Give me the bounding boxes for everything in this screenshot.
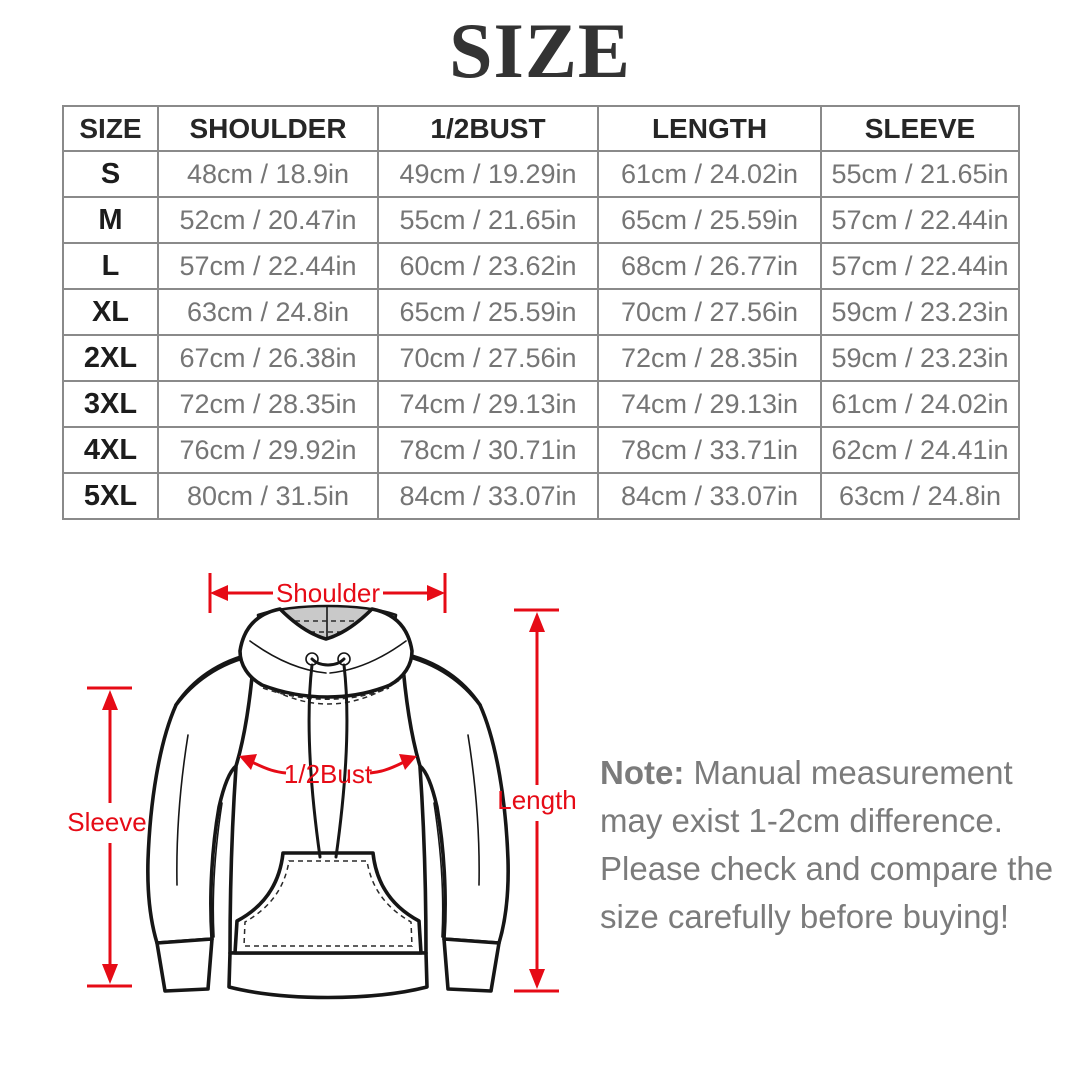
note-label: Note:	[600, 754, 685, 791]
table-row: M 52cm / 20.47in 55cm / 21.65in 65cm / 2…	[62, 196, 1020, 244]
measurement-cell: 55cm / 21.65in	[820, 150, 1020, 198]
size-label: M	[62, 196, 159, 244]
measurement-cell: 65cm / 25.59in	[377, 288, 599, 336]
bust-label: 1/2Bust	[284, 759, 373, 789]
table-header-row: SIZE SHOULDER 1/2BUST LENGTH SLEEVE	[62, 105, 1020, 152]
measurement-cell: 60cm / 23.62in	[377, 242, 599, 290]
table-row: 5XL 80cm / 31.5in 84cm / 33.07in 84cm / …	[62, 472, 1020, 520]
measurement-cell: 59cm / 23.23in	[820, 334, 1020, 382]
size-label: 2XL	[62, 334, 159, 382]
measurement-cell: 78cm / 33.71in	[597, 426, 822, 474]
header-sleeve: SLEEVE	[820, 105, 1020, 152]
page-title: SIZE	[449, 7, 631, 94]
size-label: 3XL	[62, 380, 159, 428]
shoulder-label: Shoulder	[276, 578, 380, 608]
measurement-cell: 68cm / 26.77in	[597, 242, 822, 290]
measurement-cell: 76cm / 29.92in	[157, 426, 379, 474]
measurement-cell: 70cm / 27.56in	[377, 334, 599, 382]
measurement-cell: 52cm / 20.47in	[157, 196, 379, 244]
measurement-cell: 59cm / 23.23in	[820, 288, 1020, 336]
measurement-cell: 78cm / 30.71in	[377, 426, 599, 474]
size-label: 5XL	[62, 472, 159, 520]
length-arrow: Length	[497, 608, 577, 993]
measurement-cell: 65cm / 25.59in	[597, 196, 822, 244]
measurement-cell: 57cm / 22.44in	[820, 242, 1020, 290]
table-row: 2XL 67cm / 26.38in 70cm / 27.56in 72cm /…	[62, 334, 1020, 382]
measurement-cell: 62cm / 24.41in	[820, 426, 1020, 474]
measurement-cell: 61cm / 24.02in	[820, 380, 1020, 428]
table-row: L 57cm / 22.44in 60cm / 23.62in 68cm / 2…	[62, 242, 1020, 290]
measurement-cell: 67cm / 26.38in	[157, 334, 379, 382]
measurement-cell: 63cm / 24.8in	[157, 288, 379, 336]
measurement-cell: 74cm / 29.13in	[597, 380, 822, 428]
size-label: L	[62, 242, 159, 290]
measurement-cell: 84cm / 33.07in	[377, 472, 599, 520]
measurement-cell: 49cm / 19.29in	[377, 150, 599, 198]
hoodie-diagram: Shoulder 1/2Bust Sleeve Length	[67, 573, 577, 1000]
size-label: 4XL	[62, 426, 159, 474]
hoodie-illustration	[146, 604, 510, 1000]
table-row: 4XL 76cm / 29.92in 78cm / 30.71in 78cm /…	[62, 426, 1020, 474]
header-half-bust: 1/2BUST	[377, 105, 599, 152]
measurement-cell: 57cm / 22.44in	[820, 196, 1020, 244]
measurement-cell: 84cm / 33.07in	[597, 472, 822, 520]
size-table-header: SIZE SHOULDER 1/2BUST LENGTH SLEEVE	[62, 105, 1020, 152]
measurement-cell: 57cm / 22.44in	[157, 242, 379, 290]
measurement-cell: 61cm / 24.02in	[597, 150, 822, 198]
size-table: SIZE SHOULDER 1/2BUST LENGTH SLEEVE S 48…	[62, 105, 1020, 520]
measurement-cell: 63cm / 24.8in	[820, 472, 1020, 520]
note-text: Manual measurement may exist 1-2cm diffe…	[600, 754, 1054, 935]
measurement-cell: 70cm / 27.56in	[597, 288, 822, 336]
sleeve-label: Sleeve	[67, 807, 147, 837]
table-row: XL 63cm / 24.8in 65cm / 25.59in 70cm / 2…	[62, 288, 1020, 336]
header-shoulder: SHOULDER	[157, 105, 379, 152]
measurement-cell: 72cm / 28.35in	[157, 380, 379, 428]
bust-arrow: 1/2Bust	[239, 754, 417, 789]
length-label: Length	[497, 785, 577, 815]
header-length: LENGTH	[597, 105, 822, 152]
measurement-cell: 48cm / 18.9in	[157, 150, 379, 198]
size-label: S	[62, 150, 159, 198]
shoulder-arrow: Shoulder	[208, 573, 447, 613]
measurement-cell: 72cm / 28.35in	[597, 334, 822, 382]
header-size: SIZE	[62, 105, 159, 152]
measurement-cell: 55cm / 21.65in	[377, 196, 599, 244]
size-label: XL	[62, 288, 159, 336]
sleeve-arrow: Sleeve	[67, 686, 147, 988]
table-row: 3XL 72cm / 28.35in 74cm / 29.13in 74cm /…	[62, 380, 1020, 428]
measurement-note: Note: Manual measurement may exist 1-2cm…	[600, 749, 1066, 941]
table-row: S 48cm / 18.9in 49cm / 19.29in 61cm / 24…	[62, 150, 1020, 198]
measurement-cell: 80cm / 31.5in	[157, 472, 379, 520]
measurement-cell: 74cm / 29.13in	[377, 380, 599, 428]
